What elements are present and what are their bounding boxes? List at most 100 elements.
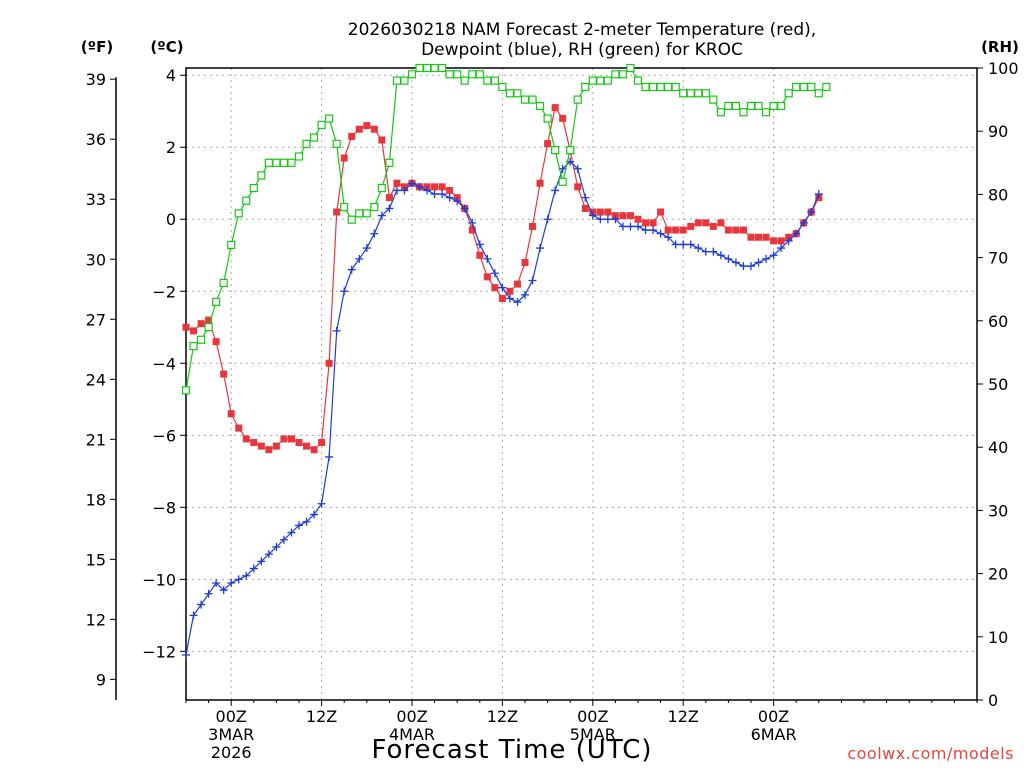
dewpoint-point <box>219 586 228 595</box>
temperature-point <box>581 204 589 212</box>
fahrenheit-tick-label: 21 <box>86 430 106 449</box>
dewpoint-point <box>490 269 499 278</box>
rh-point <box>746 101 756 111</box>
rh-point <box>317 120 326 129</box>
temperature-point <box>574 183 582 191</box>
temperature-point <box>295 439 303 447</box>
temperature-point <box>355 125 363 133</box>
celsius-tick-label: 2 <box>166 138 176 157</box>
temperature-point <box>446 186 454 194</box>
dewpoint-point <box>792 229 801 238</box>
rh-point <box>588 76 597 85</box>
dewpoint-line <box>185 160 820 656</box>
dewpoint-point <box>618 222 627 231</box>
dewpoint-point <box>679 240 688 249</box>
fahrenheit-unit-label: (ºF) <box>81 38 113 56</box>
rh-point <box>415 63 424 73</box>
source-credit: coolwx.com/models <box>847 744 1014 763</box>
rh-point <box>505 89 515 98</box>
temperature-point <box>363 122 371 130</box>
series-rh <box>181 63 831 395</box>
dewpoint-point <box>483 254 492 263</box>
dewpoint-point <box>438 190 447 199</box>
dewpoint-point <box>468 218 477 227</box>
rh-point <box>294 152 304 161</box>
x-tick-label: 00Z <box>758 707 789 726</box>
rh-tick-label: 90 <box>988 122 1008 141</box>
rh-point <box>355 209 364 218</box>
rh-point <box>340 202 349 212</box>
dewpoint-point <box>664 233 673 242</box>
dewpoint-point <box>392 186 401 195</box>
fahrenheit-tick-label: 18 <box>86 490 106 509</box>
dewpoint-point <box>694 244 703 253</box>
temperature-point <box>197 320 205 328</box>
rh-point <box>596 76 605 85</box>
rh-point <box>407 70 417 79</box>
fahrenheit-tick-label: 36 <box>86 130 106 149</box>
temperature-point <box>205 316 213 324</box>
rh-tick-label: 0 <box>988 691 998 710</box>
dewpoint-point <box>423 186 432 195</box>
fahrenheit-tick-label: 9 <box>96 670 106 689</box>
rh-point <box>633 76 643 85</box>
temperature-point <box>513 280 521 288</box>
rh-point <box>468 70 477 79</box>
rh-point <box>581 82 590 92</box>
x-tick-label: 6MAR <box>751 725 797 744</box>
temperature-point <box>770 237 778 245</box>
dewpoint-point <box>347 265 356 274</box>
rh-point <box>490 76 499 85</box>
rh-point <box>475 70 484 79</box>
dewpoint-point <box>362 244 371 253</box>
temperature-point <box>777 237 785 245</box>
temperature-point <box>596 208 604 216</box>
celsius-tick-label: −10 <box>142 570 176 589</box>
rh-point <box>709 95 718 104</box>
temperature-point <box>468 226 476 234</box>
dewpoint-point <box>498 283 507 292</box>
dewpoint-point <box>355 254 364 263</box>
rh-point <box>754 101 763 111</box>
rh-point <box>264 158 273 167</box>
temperature-point <box>333 208 341 216</box>
rh-point <box>528 95 537 104</box>
temperature-point <box>235 424 243 432</box>
dewpoint-point <box>204 589 213 598</box>
dewpoint-point <box>588 211 597 220</box>
rh-point <box>543 114 552 123</box>
dewpoint-point <box>197 600 206 609</box>
temperature-point <box>190 327 198 335</box>
dewpoint-point <box>340 287 349 296</box>
dewpoint-point <box>551 186 560 195</box>
rh-tick-label: 10 <box>988 628 1008 647</box>
dewpoint-point <box>709 247 718 256</box>
rh-point <box>189 341 198 351</box>
rh-point <box>686 89 695 98</box>
rh-point <box>626 63 635 73</box>
rh-point <box>777 101 786 111</box>
temperature-point <box>227 410 235 418</box>
rh-point <box>761 108 771 117</box>
celsius-tick-label: −8 <box>152 498 176 517</box>
rh-point <box>724 101 733 111</box>
series-dewpoint <box>182 157 823 659</box>
rh-point <box>664 82 673 92</box>
rh-point <box>603 76 612 85</box>
dewpoint-point <box>460 204 469 213</box>
x-tick-label: 12Z <box>487 707 518 726</box>
dewpoint-point <box>724 254 733 263</box>
dewpoint-point <box>739 262 748 271</box>
fahrenheit-tick-label: 24 <box>86 370 106 389</box>
rh-tick-label: 40 <box>988 438 1008 457</box>
temperature-point <box>679 226 687 234</box>
fahrenheit-tick-label: 15 <box>86 550 106 569</box>
temperature-point <box>506 287 514 295</box>
rh-point <box>641 82 650 92</box>
dewpoint-point <box>716 251 725 260</box>
rh-point <box>520 95 530 104</box>
x-tick-label: 12Z <box>306 707 337 726</box>
rh-point <box>325 114 334 123</box>
rh-point <box>551 146 560 155</box>
dewpoint-point <box>505 294 514 303</box>
